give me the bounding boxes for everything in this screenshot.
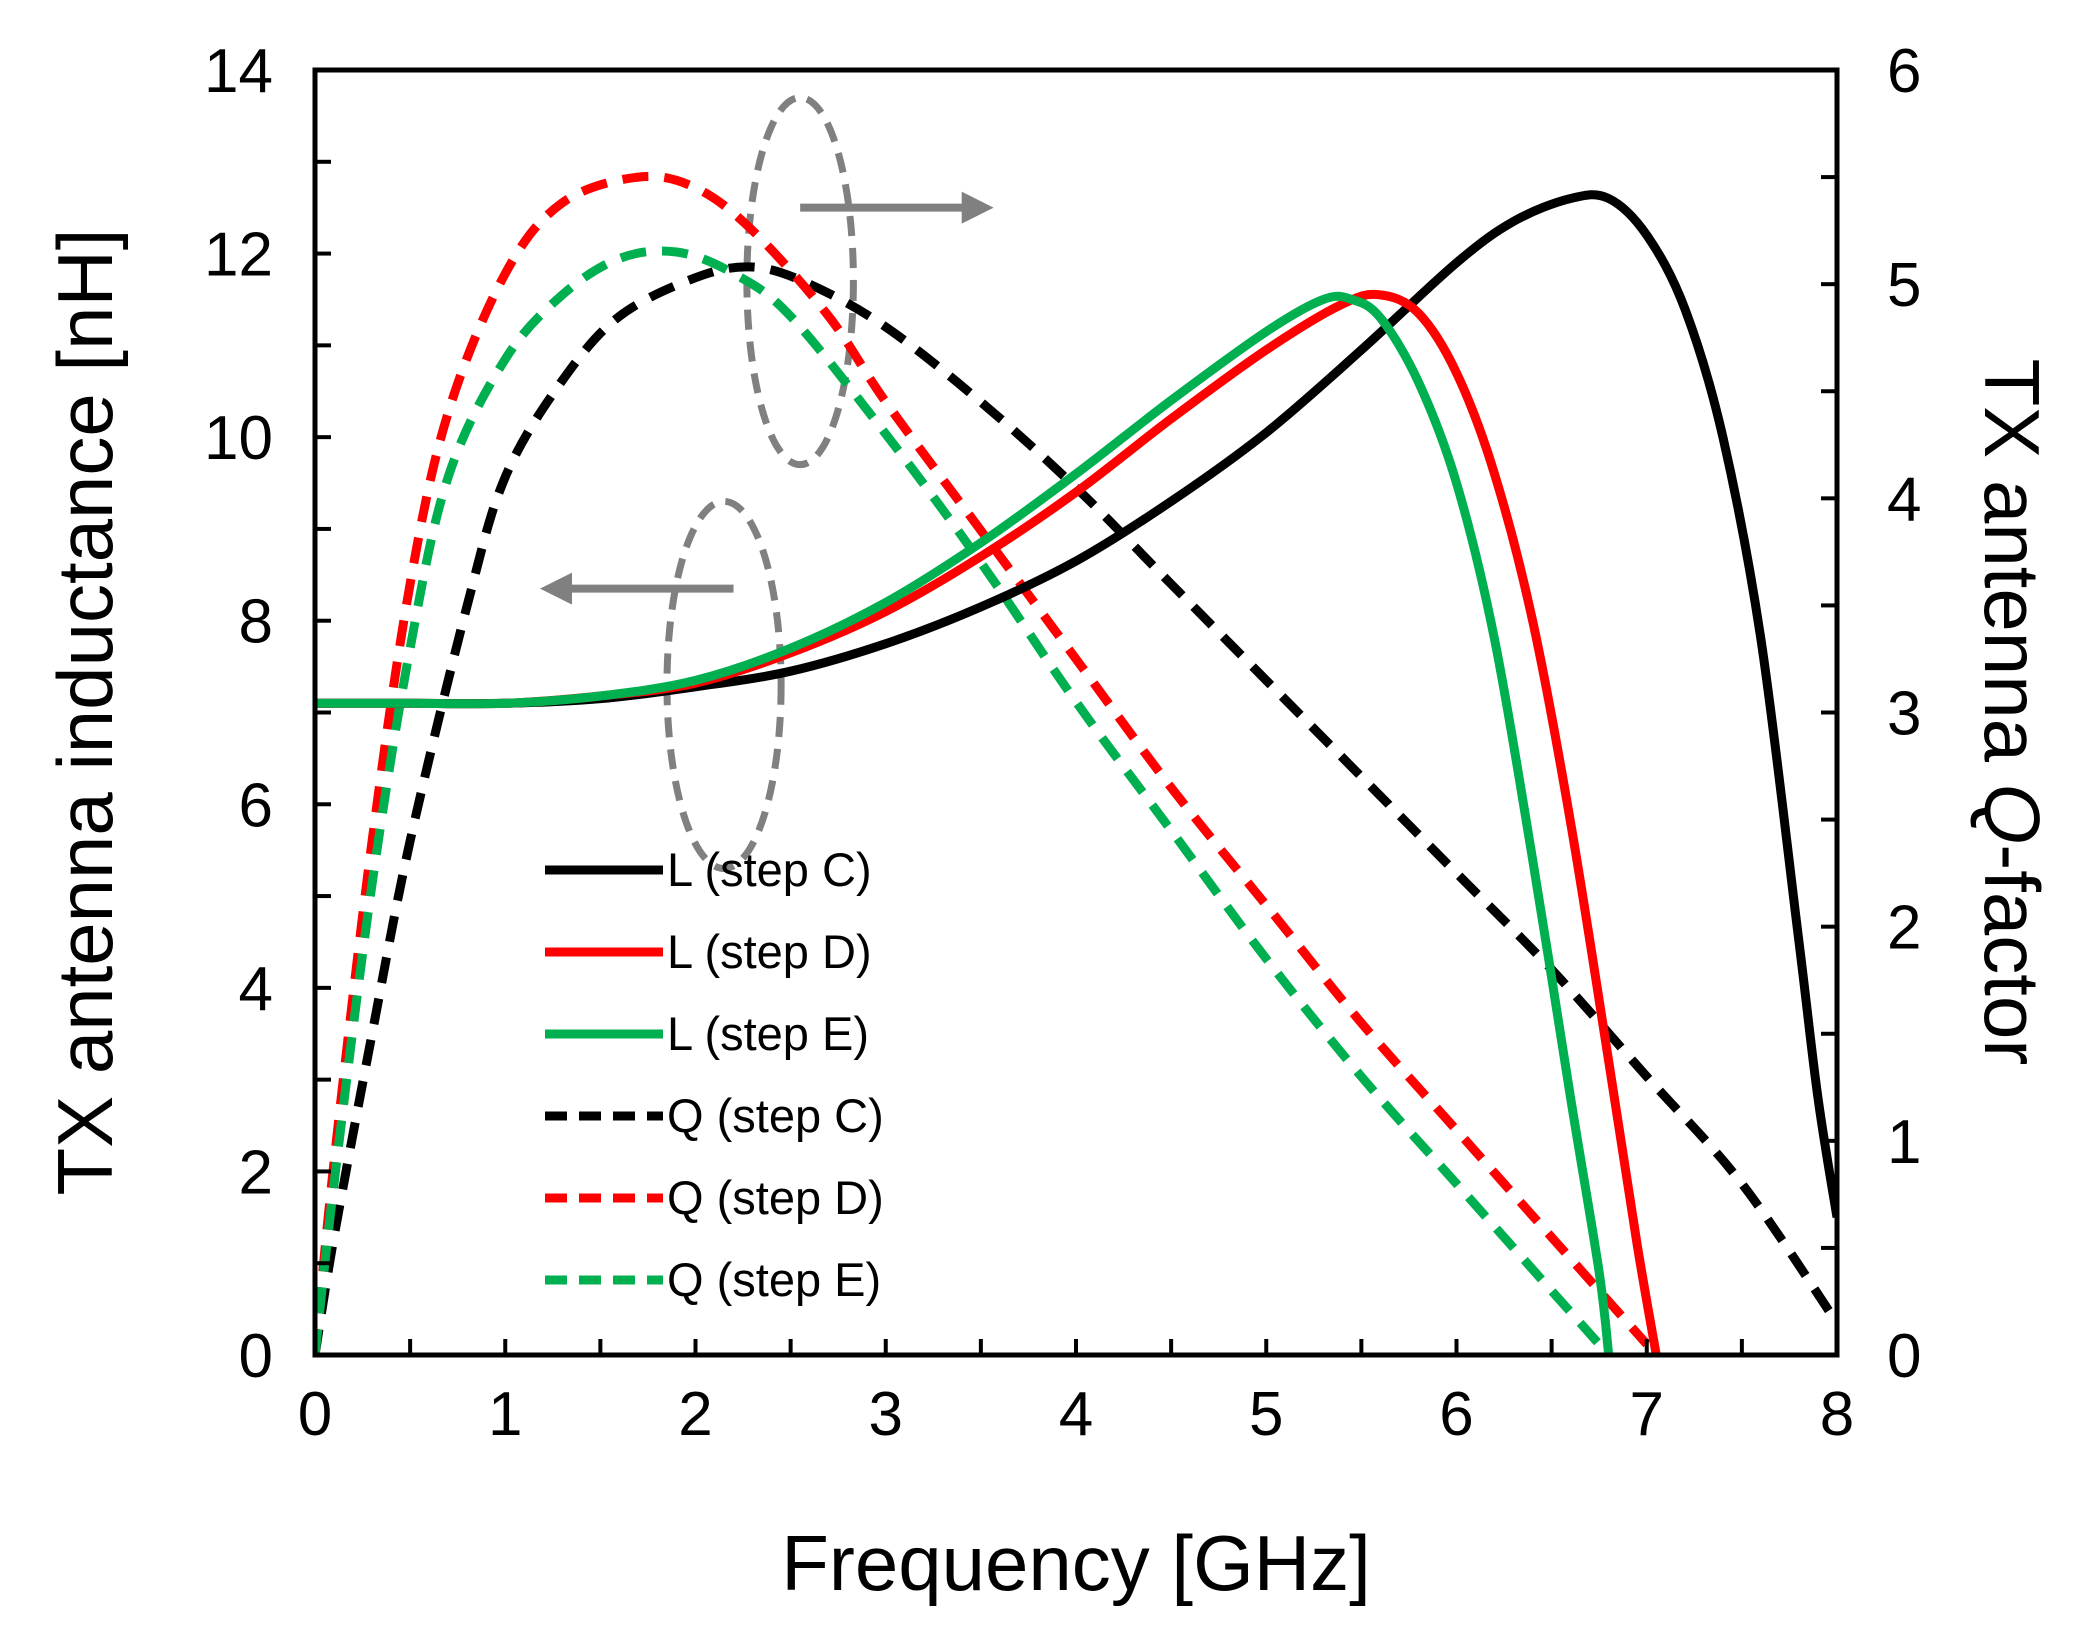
y-right-tick-label: 2 xyxy=(1887,894,1921,963)
x-tick-label: 1 xyxy=(488,1380,522,1449)
y-right-axis-title-prefix: TX antenna xyxy=(1968,359,2056,784)
y-left-tick-label: 8 xyxy=(239,588,273,657)
y-right-axis-title-suffix: -factor xyxy=(1968,844,2056,1065)
y-right-tick-label: 6 xyxy=(1887,37,1921,106)
x-tick-label: 3 xyxy=(869,1380,903,1449)
legend-label: L (step C) xyxy=(667,843,872,896)
y-right-tick-label: 3 xyxy=(1887,680,1921,749)
y-left-tick-label: 12 xyxy=(204,221,273,290)
series-l-step-e-line xyxy=(315,291,1614,1355)
x-tick-label: 7 xyxy=(1630,1380,1664,1449)
legend: L (step C) L (step D) L (step E) Q (step C)… xyxy=(545,843,884,1306)
y-right-tick-label: 0 xyxy=(1887,1322,1921,1391)
y-left-tick-label: 4 xyxy=(239,955,273,1024)
x-tick-label: 0 xyxy=(298,1380,332,1449)
legend-label: Q (step D) xyxy=(667,1171,884,1224)
legend-label: Q (step C) xyxy=(667,1089,884,1142)
x-axis-title: Frequency [GHz] xyxy=(781,1519,1371,1607)
y-right-tick-label: 5 xyxy=(1887,251,1921,320)
y-right-axis-title-q: Q xyxy=(1968,784,2056,845)
y-left-tick-label: 0 xyxy=(239,1322,273,1391)
y-left-axis-title: TX antenna inductance [nH] xyxy=(41,229,129,1196)
y-left-tick-label: 6 xyxy=(239,771,273,840)
series-q-step-c-line xyxy=(315,262,1837,1355)
x-tick-label: 2 xyxy=(678,1380,712,1449)
legend-label: L (step E) xyxy=(667,1007,869,1060)
y-right-tick-label: 1 xyxy=(1887,1108,1921,1177)
series-q-step-e-line xyxy=(315,246,1613,1355)
axis-ticks xyxy=(313,68,1839,1357)
annotations xyxy=(540,94,994,873)
y-left-tick-label: 10 xyxy=(204,404,273,473)
series-q-step-d-line xyxy=(315,171,1651,1355)
legend-label: L (step D) xyxy=(667,925,872,978)
x-tick-label: 4 xyxy=(1059,1380,1093,1449)
x-tick-label: 6 xyxy=(1439,1380,1473,1449)
series-layer xyxy=(315,171,1837,1355)
y-right-tick-label: 4 xyxy=(1887,465,1921,534)
y-left-tick-label: 14 xyxy=(204,37,273,106)
x-tick-label: 8 xyxy=(1820,1380,1854,1449)
legend-label: Q (step E) xyxy=(667,1253,881,1306)
x-tick-label: 5 xyxy=(1249,1380,1283,1449)
plot-frame xyxy=(312,67,1840,1358)
annotation-ellipse xyxy=(663,497,785,873)
y-left-tick-label: 2 xyxy=(239,1138,273,1207)
y-right-axis-title: TX antenna Q-factor xyxy=(1968,359,2056,1066)
